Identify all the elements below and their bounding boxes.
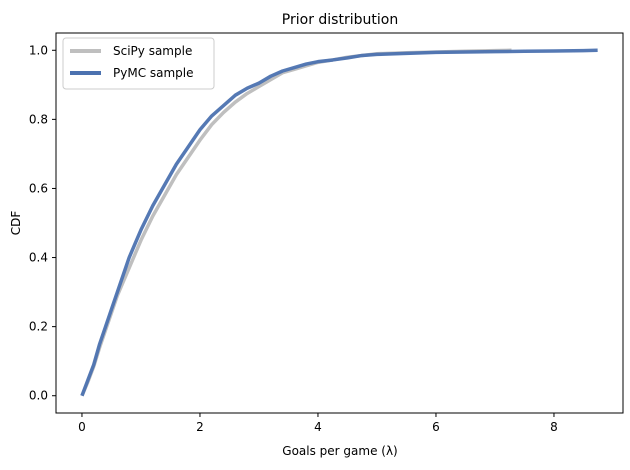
x-tick-label: 8 [550, 420, 558, 434]
series-line-pymc [80, 48, 598, 397]
plot-frame [55, 32, 624, 414]
x-axis-ticks: 0 2 4 6 8 [78, 413, 558, 434]
x-tick-label: 0 [78, 420, 86, 434]
legend: SciPy sample PyMC sample [62, 37, 215, 90]
y-tick-label: 0.8 [29, 112, 48, 126]
y-tick-label: 1.0 [29, 43, 48, 57]
y-axis-ticks: 0.0 0.2 0.4 0.6 0.8 1.0 [29, 43, 56, 403]
y-axis-label: CDF [9, 211, 23, 236]
plot-series-group [80, 48, 598, 397]
x-axis-label: Goals per game (λ) [282, 444, 397, 458]
chart-title: Prior distribution [282, 12, 398, 28]
x-tick-label: 2 [196, 420, 204, 434]
y-tick-label: 0.0 [29, 389, 48, 403]
y-tick-label: 0.4 [29, 251, 48, 265]
legend-label-pymc: PyMC sample [113, 66, 194, 80]
legend-label-scipy: SciPy sample [113, 44, 192, 58]
y-tick-label: 0.6 [29, 181, 48, 195]
x-tick-label: 4 [314, 420, 322, 434]
y-tick-label: 0.2 [29, 320, 48, 334]
x-tick-label: 6 [432, 420, 440, 434]
